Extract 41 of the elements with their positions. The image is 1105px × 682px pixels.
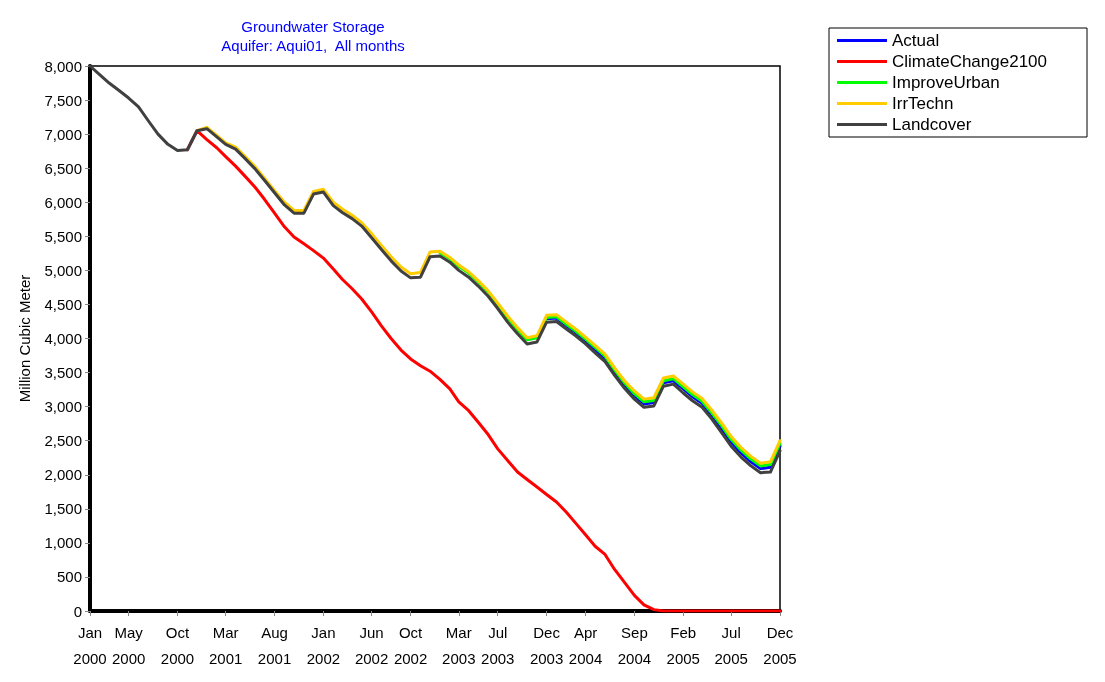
x-tick-label: Sep 2004 (617, 623, 652, 667)
y-tick-label: 1,000 (44, 534, 82, 552)
x-tick-label: Jul 2005 (714, 623, 748, 667)
legend-label: ImproveUrban (892, 73, 1000, 92)
y-tick-label: 2,500 (44, 432, 82, 450)
y-tick-label: 7,000 (44, 125, 82, 143)
x-tick-label: Jan 2002 (306, 623, 341, 667)
legend-label: Actual (892, 31, 940, 50)
x-tick-label: Dec 2003 (529, 623, 564, 667)
legend-label: Landcover (892, 115, 972, 134)
y-tick-label: 1,500 (44, 500, 82, 518)
legend-label: ClimateChange2100 (892, 52, 1048, 71)
x-tick-label: Mar 2003 (442, 623, 476, 667)
x-tick-label: Dec 2005 (763, 623, 797, 667)
x-tick-label: Jul 2003 (481, 623, 515, 667)
y-tick-label: 6,500 (44, 159, 82, 177)
x-tick-label: Oct 2000 (160, 623, 195, 667)
y-tick-label: 7,500 (44, 91, 82, 109)
y-tick-label: 3,500 (44, 364, 82, 382)
y-tick-label: 3,000 (44, 398, 82, 416)
y-axis-title: Million Cubic Meter (16, 274, 33, 403)
y-tick-label: 5,000 (44, 261, 82, 279)
chart-title: Groundwater Storage (241, 18, 385, 35)
legend-label: IrrTechn (892, 94, 954, 113)
y-tick-label: 5,500 (44, 227, 82, 245)
y-tick-label: 4,500 (44, 295, 82, 313)
x-tick-label: Jun 2002 (354, 623, 389, 667)
y-tick-label: 500 (56, 568, 82, 586)
x-tick-label: Oct 2002 (393, 623, 428, 667)
y-tick-label: 0 (73, 602, 82, 620)
y-tick-label: 6,000 (44, 193, 82, 211)
x-tick-label: Mar 2001 (209, 623, 243, 667)
chart-subtitle: Aquifer: Aqui01, All months (221, 37, 405, 54)
x-tick-label: Aug 2001 (257, 623, 292, 667)
y-tick-label: 4,000 (44, 330, 82, 347)
x-tick-label: May 2000 (111, 623, 146, 667)
y-tick-label: 8,000 (44, 57, 82, 75)
x-tick-label: Feb 2005 (666, 623, 700, 667)
x-tick-label: Jan 2000 (73, 623, 107, 667)
y-tick-label: 2,000 (44, 466, 82, 484)
x-tick-label: Apr 2004 (568, 623, 603, 667)
